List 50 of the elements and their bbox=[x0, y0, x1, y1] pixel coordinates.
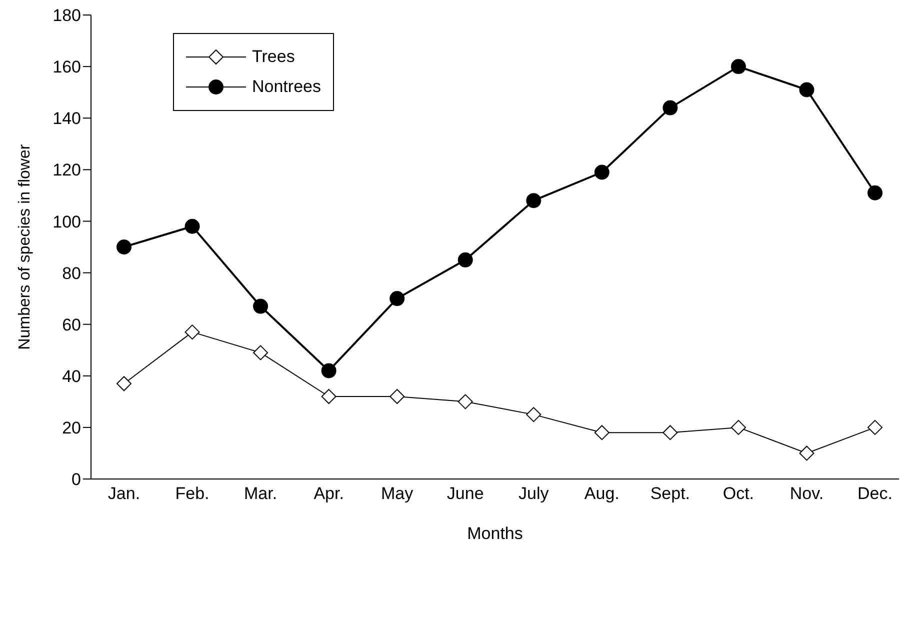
point bbox=[184, 218, 200, 234]
x-tick-label: July bbox=[518, 484, 550, 504]
y-axis-title: Numbers of species in flower bbox=[16, 144, 34, 350]
x-tick-label: Sept. bbox=[650, 484, 690, 504]
x-tick-label: Oct. bbox=[722, 484, 754, 504]
point bbox=[184, 324, 200, 340]
x-tick-label: Feb. bbox=[175, 484, 210, 504]
y-tick-label: 120 bbox=[52, 160, 81, 180]
point bbox=[730, 420, 746, 435]
point bbox=[458, 252, 473, 268]
point bbox=[253, 345, 268, 360]
point bbox=[868, 420, 882, 435]
y-tick-label: 100 bbox=[52, 212, 81, 232]
point bbox=[390, 389, 405, 404]
x-tick-label: June bbox=[446, 484, 484, 504]
x-tick-label: Dec. bbox=[858, 484, 892, 504]
y-tick-label: 140 bbox=[52, 109, 81, 128]
point bbox=[116, 376, 132, 392]
point bbox=[799, 446, 814, 461]
point bbox=[116, 240, 132, 254]
y-tick-label: 0 bbox=[72, 470, 81, 490]
point bbox=[390, 291, 405, 306]
y-tick-label: 20 bbox=[62, 418, 81, 438]
point bbox=[458, 394, 473, 410]
point bbox=[526, 407, 542, 422]
point bbox=[662, 425, 678, 440]
point bbox=[730, 59, 746, 74]
point bbox=[321, 389, 336, 404]
legend-label: Trees bbox=[252, 47, 295, 67]
point bbox=[526, 193, 542, 208]
y-tick-label: 180 bbox=[52, 6, 81, 26]
x-tick-label: Mar. bbox=[244, 484, 278, 504]
legend-label: Nontrees bbox=[252, 77, 321, 97]
y-tick-label: 40 bbox=[62, 366, 81, 386]
point bbox=[594, 425, 610, 440]
point bbox=[868, 185, 882, 200]
point bbox=[253, 298, 268, 314]
x-tick-label: Jan. bbox=[108, 484, 140, 504]
x-tick-label: Apr. bbox=[314, 484, 344, 504]
point bbox=[662, 100, 678, 116]
x-tick-label: May bbox=[381, 484, 414, 504]
point bbox=[594, 164, 610, 180]
y-tick-label: 160 bbox=[52, 58, 81, 77]
x-axis-title: Months bbox=[467, 524, 523, 543]
point bbox=[321, 363, 336, 378]
point bbox=[799, 82, 814, 98]
x-tick-label: Nov. bbox=[790, 484, 824, 504]
y-tick-label: 60 bbox=[62, 315, 81, 334]
x-tick-label: Aug. bbox=[584, 484, 620, 504]
y-tick-label: 80 bbox=[62, 264, 81, 283]
